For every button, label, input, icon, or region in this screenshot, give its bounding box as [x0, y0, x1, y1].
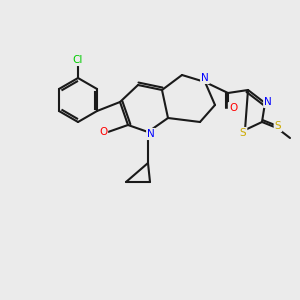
Text: N: N	[147, 129, 155, 139]
Text: Cl: Cl	[73, 55, 83, 65]
Text: N: N	[264, 97, 272, 107]
Text: S: S	[240, 128, 246, 138]
Text: N: N	[201, 73, 209, 83]
Text: O: O	[229, 103, 237, 113]
Text: S: S	[275, 121, 281, 131]
Text: O: O	[99, 127, 107, 137]
